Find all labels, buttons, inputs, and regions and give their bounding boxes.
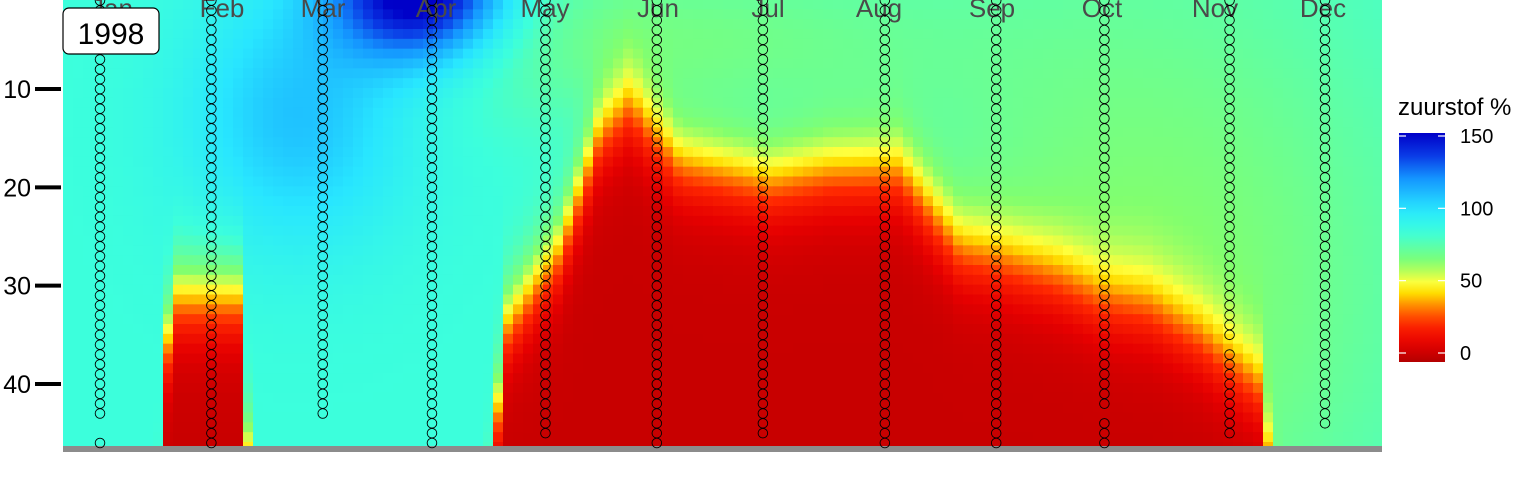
sample-column xyxy=(426,0,438,449)
sample-column xyxy=(94,0,106,449)
sample-point xyxy=(757,427,769,439)
month-label: Jun xyxy=(637,0,679,23)
month-label: Mar xyxy=(301,0,346,23)
legend-tick-label: 150 xyxy=(1460,126,1493,148)
month-label: Nov xyxy=(1192,0,1238,23)
month-label: Jul xyxy=(751,0,784,23)
y-axis: 10 20 30 40 xyxy=(3,76,61,399)
month-label: May xyxy=(520,0,569,23)
legend: zuurstof % 150 100 50 0 xyxy=(1398,94,1511,365)
sample-point xyxy=(1319,418,1331,429)
sample-column xyxy=(317,0,328,419)
legend-tick-label: 100 xyxy=(1460,198,1493,220)
legend-tick-label: 50 xyxy=(1460,271,1482,293)
sample-point xyxy=(651,437,663,449)
month-label: Dec xyxy=(1300,0,1346,23)
y-tick-label: 10 xyxy=(3,76,31,104)
sample-column xyxy=(757,0,769,439)
sample-column xyxy=(1224,0,1235,439)
sample-column xyxy=(206,0,217,449)
legend-tick-label: 0 xyxy=(1460,343,1471,365)
year-label: 1998 xyxy=(78,18,145,51)
sample-point xyxy=(206,437,217,449)
sample-points xyxy=(94,0,1331,449)
sample-point xyxy=(426,437,438,449)
sediment-band xyxy=(63,446,1382,452)
sample-point xyxy=(990,437,1002,449)
sample-point xyxy=(1224,427,1235,439)
heatmap-fill xyxy=(63,0,1382,452)
sample-point xyxy=(879,437,891,449)
y-tick-label: 40 xyxy=(3,371,31,399)
sample-point xyxy=(94,408,106,419)
sample-column xyxy=(540,0,551,439)
sample-point xyxy=(317,408,328,419)
sample-column xyxy=(1319,0,1331,429)
heat-cells xyxy=(63,0,1382,452)
month-label: Apr xyxy=(416,0,457,23)
legend-colorbar xyxy=(1399,133,1445,362)
sample-column xyxy=(651,0,663,449)
legend-title: zuurstof % xyxy=(1398,94,1511,121)
sample-point xyxy=(1099,437,1110,449)
sample-point xyxy=(1224,329,1235,341)
year-label-box: 1998 xyxy=(62,7,160,55)
y-tick-label: 30 xyxy=(3,273,31,301)
sample-column xyxy=(879,0,891,449)
month-label: Aug xyxy=(856,0,902,23)
sample-column xyxy=(990,0,1002,449)
month-label: Oct xyxy=(1082,0,1123,23)
bottom-band xyxy=(63,446,1382,452)
sample-point xyxy=(94,437,106,449)
y-tick-label: 20 xyxy=(3,174,31,202)
sample-point xyxy=(1099,398,1110,409)
sample-point xyxy=(540,427,551,439)
sample-column xyxy=(1099,0,1110,449)
